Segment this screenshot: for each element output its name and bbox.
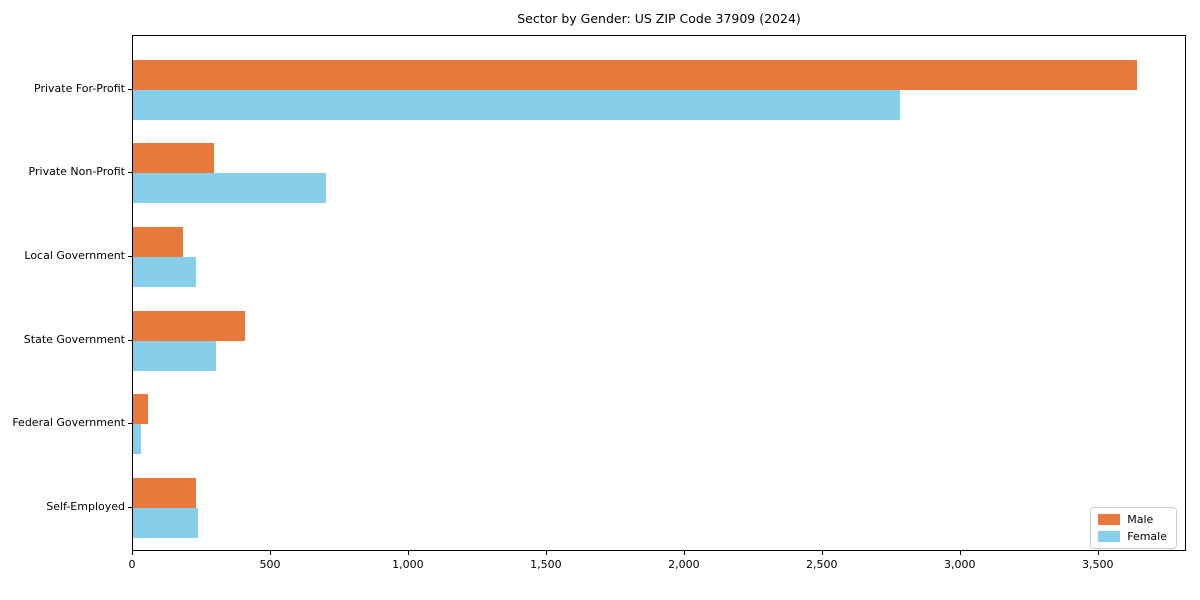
x-tick-label: 3,500 (1081, 558, 1114, 571)
y-tick-mark (128, 255, 132, 257)
y-tick-label: Self-Employed (46, 500, 125, 513)
plot-area (132, 35, 1186, 551)
bar-male-2 (133, 226, 183, 257)
x-tick-mark (132, 551, 133, 555)
x-tick-mark (269, 551, 271, 555)
bar-female-0 (133, 89, 901, 120)
bar-male-0 (133, 59, 1138, 90)
bar-female-4 (133, 424, 142, 455)
bar-male-4 (133, 394, 149, 425)
bar-female-5 (133, 508, 198, 538)
x-tick-label: 0 (128, 558, 136, 571)
legend-label-female: Female (1127, 530, 1167, 543)
y-tick-label: Federal Government (12, 416, 125, 430)
x-tick-label: 1,500 (530, 558, 562, 571)
y-tick-label: Private Non-Profit (28, 165, 125, 179)
bar-male-1 (133, 143, 215, 174)
chart-title: Sector by Gender: US ZIP Code 37909 (202… (517, 11, 801, 26)
y-tick-label: Private For-Profit (34, 81, 125, 95)
legend-swatch-female (1098, 531, 1121, 542)
legend-label-male: Male (1127, 513, 1154, 526)
y-tick-mark (128, 172, 132, 174)
y-tick-label: Local Government (24, 248, 125, 262)
bar-male-3 (133, 310, 245, 341)
legend: Male Female (1090, 507, 1177, 549)
y-tick-mark (128, 88, 132, 90)
y-tick-mark (128, 507, 132, 508)
x-tick-label: 500 (259, 558, 281, 571)
y-tick-label: State Government (23, 332, 125, 346)
legend-item-male: Male (1098, 513, 1167, 526)
x-tick-mark (1097, 551, 1099, 555)
x-tick-label: 2,000 (668, 558, 700, 571)
x-tick-mark (407, 551, 409, 555)
x-tick-label: 2,500 (806, 558, 838, 571)
x-tick-mark (683, 551, 685, 555)
legend-item-female: Female (1098, 530, 1167, 543)
x-tick-mark (959, 551, 961, 555)
y-tick-mark (128, 423, 132, 425)
y-tick-mark (128, 339, 132, 341)
legend-swatch-male (1098, 514, 1121, 525)
x-tick-label: 1,000 (392, 558, 424, 571)
bar-female-1 (133, 173, 327, 204)
x-tick-label: 3,000 (943, 558, 976, 571)
bar-male-5 (133, 478, 197, 508)
x-tick-mark (821, 551, 823, 555)
bar-female-3 (133, 340, 216, 371)
bar-female-2 (133, 256, 197, 287)
x-tick-mark (545, 551, 547, 555)
